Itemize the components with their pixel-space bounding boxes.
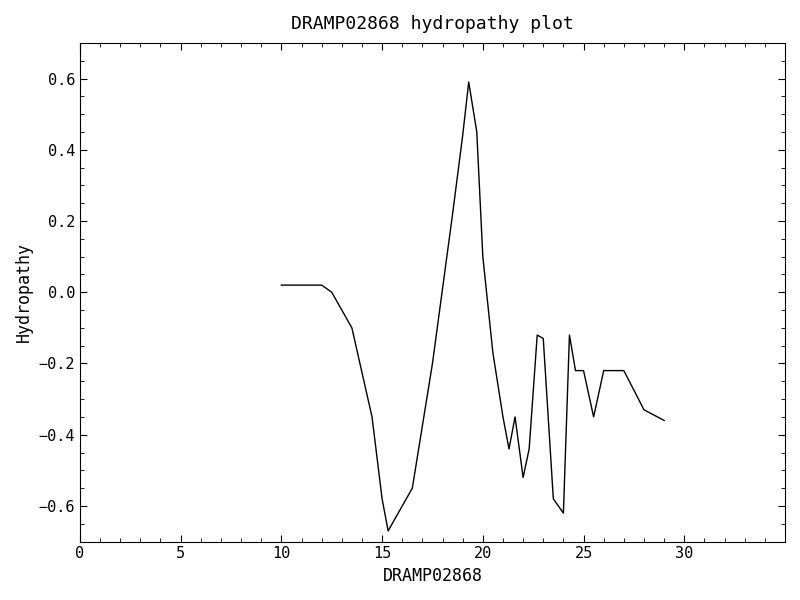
Title: DRAMP02868 hydropathy plot: DRAMP02868 hydropathy plot — [291, 15, 574, 33]
X-axis label: DRAMP02868: DRAMP02868 — [382, 567, 482, 585]
Y-axis label: Hydropathy: Hydropathy — [15, 242, 33, 342]
